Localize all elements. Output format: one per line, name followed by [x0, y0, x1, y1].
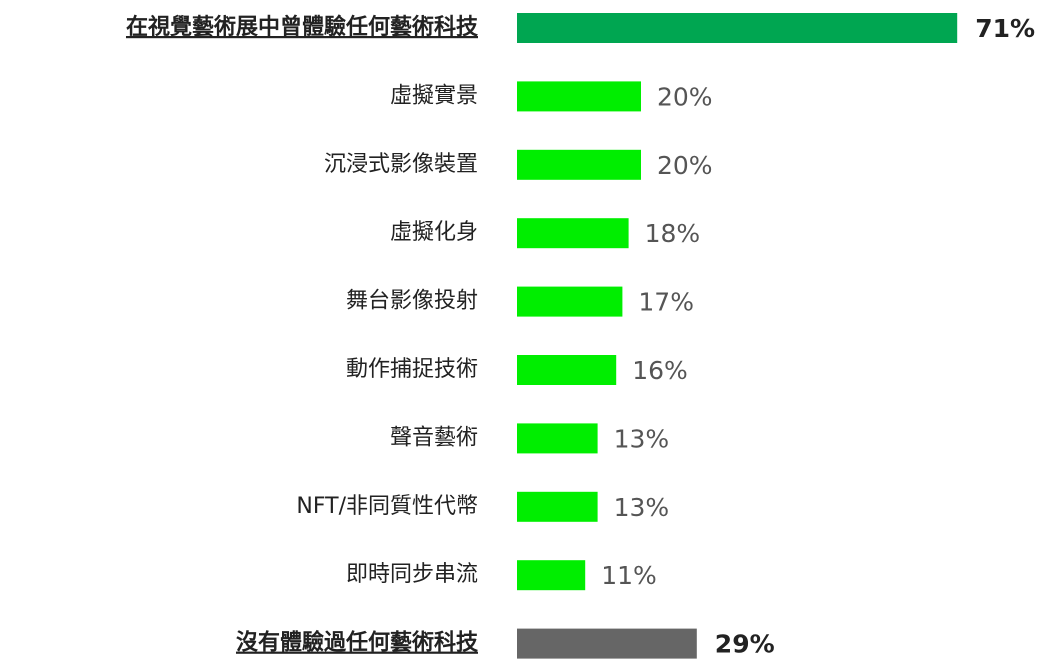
category-label: 虛擬實景 — [390, 83, 478, 108]
value-label: 20% — [657, 151, 713, 180]
bar — [517, 491, 598, 522]
value-label: 29% — [715, 630, 775, 659]
bar — [517, 423, 598, 454]
value-label: 17% — [638, 288, 694, 317]
value-label: 16% — [632, 356, 688, 385]
bar — [517, 628, 697, 659]
value-label: 71% — [975, 14, 1035, 43]
bar — [517, 560, 586, 591]
value-label: 18% — [645, 219, 701, 248]
bar — [517, 218, 629, 249]
category-label: 即時同步串流 — [346, 562, 478, 587]
bar — [517, 81, 641, 112]
category-label: 沒有體驗過任何藝術科技 — [236, 630, 479, 656]
bar — [517, 355, 617, 385]
bar — [517, 13, 958, 43]
bar — [517, 149, 641, 180]
category-label: 聲音藝術 — [390, 425, 478, 450]
category-label: 在視覺藝術展中曾體驗任何藝術科技 — [126, 14, 479, 40]
category-label: 虛擬化身 — [390, 220, 478, 245]
value-label: 13% — [614, 424, 670, 453]
value-label: 13% — [614, 493, 670, 522]
value-label: 11% — [601, 561, 657, 590]
category-label: 動作捕捉技術 — [346, 357, 478, 382]
category-label: 沉浸式影像裝置 — [324, 152, 478, 177]
category-label: 舞台影像投射 — [346, 289, 478, 314]
bar — [517, 286, 623, 317]
value-label: 20% — [657, 82, 713, 111]
category-label: NFT/非同質性代幣 — [296, 494, 478, 519]
